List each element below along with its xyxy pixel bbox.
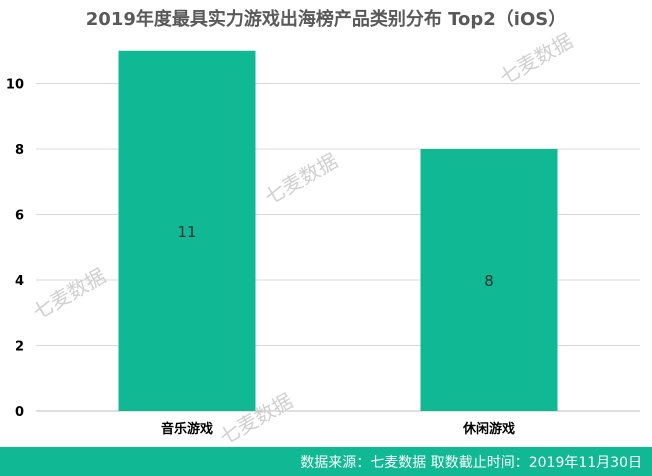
bar-data-label: 8 bbox=[484, 272, 494, 290]
x-tick-label: 休闲游戏 bbox=[462, 421, 515, 437]
footer-bar: 数据来源：七麦数据 取数截止时间：2019年11月30日 bbox=[0, 447, 652, 476]
y-tick-label: 10 bbox=[6, 78, 24, 93]
chart-title: 2019年度最具实力游戏出海榜产品类别分布 Top2（iOS） bbox=[86, 8, 566, 30]
bar-data-label: 11 bbox=[177, 223, 196, 241]
watermark-text: 七麦数据 bbox=[261, 149, 342, 210]
y-tick-label: 2 bbox=[15, 340, 24, 355]
bars bbox=[118, 50, 558, 411]
bar bbox=[420, 149, 558, 411]
watermark-text: 七麦数据 bbox=[29, 264, 110, 325]
x-axis-tick-labels: 音乐游戏 休闲游戏 bbox=[161, 421, 515, 437]
data-labels: 11 8 bbox=[177, 223, 493, 290]
y-tick-label: 4 bbox=[15, 274, 24, 289]
bar-chart: 2019年度最具实力游戏出海榜产品类别分布 Top2（iOS） 七麦数据七麦数据… bbox=[6, 8, 640, 447]
y-axis-tick-labels: 0 2 4 6 8 10 bbox=[6, 78, 24, 421]
y-tick-label: 6 bbox=[15, 209, 24, 224]
y-tick-label: 0 bbox=[15, 405, 24, 420]
y-tick-label: 8 bbox=[15, 143, 24, 158]
bar bbox=[118, 50, 256, 411]
footer-source-text: 数据来源：七麦数据 取数截止时间：2019年11月30日 bbox=[300, 455, 642, 471]
x-tick-label: 音乐游戏 bbox=[161, 421, 213, 437]
watermark-text: 七麦数据 bbox=[496, 29, 577, 90]
